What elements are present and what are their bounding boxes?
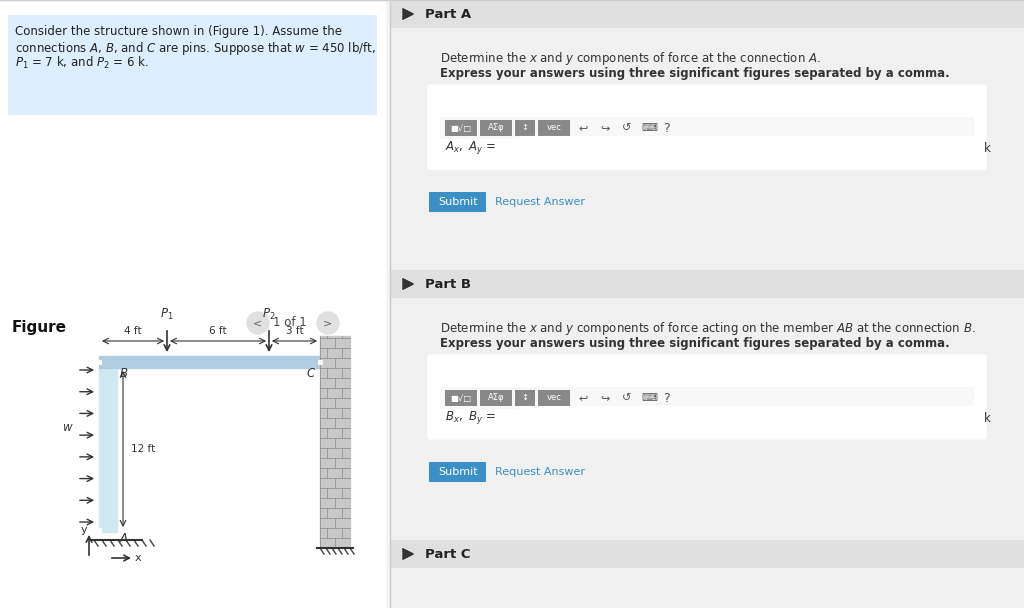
Bar (99, 368, 117, 532)
Bar (520, 407, 974, 429)
Text: 12 ft: 12 ft (131, 444, 156, 454)
Bar (520, 137, 974, 159)
Text: Express your answers using three significant figures separated by a comma.: Express your answers using three signifi… (440, 67, 949, 80)
Bar (390, 0, 1024, 28)
Text: 3 ft: 3 ft (286, 326, 303, 336)
FancyBboxPatch shape (429, 462, 486, 482)
Bar (440, 387, 974, 409)
Bar (515, 390, 535, 406)
Text: Consider the structure shown in (Figure 1). Assume the: Consider the structure shown in (Figure … (15, 25, 342, 38)
Polygon shape (403, 279, 413, 289)
FancyBboxPatch shape (428, 85, 986, 169)
Text: $B$: $B$ (119, 367, 128, 380)
Bar (445, 390, 477, 406)
FancyBboxPatch shape (428, 355, 986, 439)
Bar (440, 117, 974, 139)
Text: ?: ? (663, 392, 670, 404)
Text: Request Answer: Request Answer (495, 467, 585, 477)
Text: x: x (135, 553, 141, 563)
Text: ⌨: ⌨ (641, 393, 657, 403)
Text: Submit: Submit (438, 197, 478, 207)
Text: ↺: ↺ (623, 123, 632, 133)
Bar (8, 15, 377, 115)
Text: Submit: Submit (438, 467, 478, 477)
Bar (319, 336, 350, 548)
Bar (99, 356, 319, 368)
Text: $P_2$: $P_2$ (262, 307, 275, 322)
Text: ↩: ↩ (579, 123, 588, 133)
Bar (318, 360, 322, 364)
Circle shape (247, 312, 269, 334)
Text: $B_x,\ B_y$ =: $B_x,\ B_y$ = (445, 410, 496, 426)
FancyBboxPatch shape (429, 192, 486, 212)
Bar (515, 120, 535, 136)
Circle shape (317, 312, 339, 334)
Text: y: y (81, 525, 88, 535)
Text: vec: vec (547, 123, 561, 133)
Bar (390, 270, 1024, 298)
Text: Request Answer: Request Answer (495, 197, 585, 207)
Text: Figure: Figure (12, 320, 67, 335)
Bar (445, 120, 477, 136)
Text: Part A: Part A (425, 7, 471, 21)
Text: $P_1$: $P_1$ (160, 307, 174, 322)
Bar (97, 528, 101, 532)
Text: Determine the $x$ and $y$ components of force acting on the member $AB$ at the c: Determine the $x$ and $y$ components of … (440, 320, 976, 337)
Text: $C$: $C$ (306, 367, 316, 380)
Bar (480, 120, 512, 136)
Text: AΣφ: AΣφ (487, 393, 504, 402)
Text: ■√□: ■√□ (451, 123, 472, 133)
Text: ↺: ↺ (623, 393, 632, 403)
Text: Part C: Part C (425, 547, 470, 561)
Text: 1 of 1: 1 of 1 (273, 317, 307, 330)
Bar (538, 390, 570, 406)
Bar (538, 120, 570, 136)
Text: ↩: ↩ (579, 393, 588, 403)
Text: connections $A$, $B$, and $C$ are pins. Suppose that $w$ = 450 lb/ft,: connections $A$, $B$, and $C$ are pins. … (15, 40, 376, 57)
Text: Express your answers using three significant figures separated by a comma.: Express your answers using three signifi… (440, 337, 949, 350)
Text: ↪: ↪ (600, 123, 609, 133)
Text: ↕: ↕ (521, 123, 528, 133)
Text: $A_x,\ A_y$ =: $A_x,\ A_y$ = (445, 139, 497, 156)
Text: ⌨: ⌨ (641, 123, 657, 133)
Bar (0, 0, 385, 608)
Bar (97, 360, 101, 364)
Text: Part B: Part B (425, 277, 471, 291)
Text: ↪: ↪ (600, 393, 609, 403)
Text: ↕: ↕ (521, 393, 528, 402)
Bar (390, 0, 1024, 608)
Text: 4 ft: 4 ft (124, 326, 141, 336)
Text: 6 ft: 6 ft (209, 326, 226, 336)
Text: Determine the $x$ and $y$ components of force at the connection $A$.: Determine the $x$ and $y$ components of … (440, 50, 821, 67)
Text: >: > (324, 318, 333, 328)
Text: k: k (984, 142, 991, 154)
Text: k: k (984, 412, 991, 424)
Text: AΣφ: AΣφ (487, 123, 504, 133)
Text: ?: ? (663, 122, 670, 134)
Bar (390, 540, 1024, 568)
Text: <: < (253, 318, 262, 328)
Polygon shape (403, 9, 413, 19)
Polygon shape (403, 549, 413, 559)
Text: vec: vec (547, 393, 561, 402)
Bar (480, 390, 512, 406)
Text: w: w (63, 421, 73, 434)
Text: $A$: $A$ (119, 532, 129, 545)
Text: ■√□: ■√□ (451, 393, 472, 402)
Text: $P_1$ = 7 k, and $P_2$ = 6 k.: $P_1$ = 7 k, and $P_2$ = 6 k. (15, 55, 148, 71)
